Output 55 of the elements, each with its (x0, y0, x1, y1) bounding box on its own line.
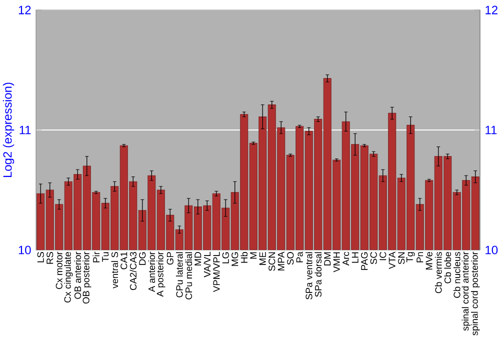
x-tick-label: MG (232, 252, 238, 266)
x-tick-label: MD (194, 252, 202, 266)
x-tick-label: IC (380, 252, 386, 260)
y-tick-label: 12 (18, 6, 31, 14)
x-tick-label: Tu (102, 252, 109, 262)
x-tick-label: Cb nucleus (453, 252, 460, 298)
y-tick-label: 10 (18, 246, 31, 254)
x-tick-label: DM (324, 252, 331, 266)
x-tick-label: CPu medial (185, 252, 192, 300)
x-tick-label: Arc (342, 252, 350, 266)
x-tick-label: VMH (333, 252, 340, 272)
x-tick-label: DG (139, 252, 146, 265)
x-tick-label: CA2/CA3 (130, 252, 137, 290)
x-tick-label: MPA (278, 252, 284, 270)
x-tick-label: Cb lobe (444, 252, 452, 284)
x-tick-label: Cb vermis (434, 252, 442, 294)
x-tick-label: LG (222, 252, 229, 264)
x-tick-label: SCN (268, 252, 276, 271)
y-tick-label: 11 (20, 126, 31, 134)
x-tick-label: SN (398, 252, 405, 264)
y2-tick-label: 11 (486, 126, 497, 134)
x-tick-label: VPM/VPL (212, 252, 220, 292)
x-tick-label: Hb (240, 252, 248, 263)
x-tick-label: MVe (426, 252, 432, 270)
x-tick-label: Tg (406, 252, 415, 262)
x-tick-label: SPa dorsal (314, 252, 322, 297)
x-tick-label: GP (166, 252, 174, 265)
x-tick-label: VA/VL (204, 252, 211, 278)
x-tick-label: spinal cord anterior (462, 252, 470, 331)
x-tick-label: SPa ventral (305, 252, 312, 300)
x-tick-label: ventral S (111, 252, 118, 288)
x-tick-label: SO (287, 252, 294, 265)
y2-tick-label: 12 (486, 6, 498, 14)
x-tick-label: PAG (361, 252, 368, 270)
x-tick-label: CPu lateral (176, 252, 183, 298)
x-tick-label: VTA (388, 252, 396, 270)
x-tick-label: A anterior (148, 252, 156, 292)
x-tick-label: Cx cingulate (64, 252, 73, 302)
x-tick-label: spinal cord posterior (471, 252, 480, 336)
x-tick-label: LS (37, 252, 44, 262)
x-tick-label: Pa (296, 252, 303, 262)
x-tick-label: Pn (416, 252, 424, 262)
y-axis-title: Log2 (expression) (2, 82, 14, 178)
x-tick-label: OB posterior (82, 252, 92, 304)
x-tick-label: Pir (92, 252, 100, 262)
x-tick-label: LH (352, 252, 358, 263)
x-tick-label: Cx motor (56, 252, 62, 289)
x-tick-label: M (250, 252, 257, 259)
x-tick-label: OB anterior (74, 252, 82, 299)
x-tick-label: A posterior (156, 252, 166, 297)
x-tick-label: CA1 (120, 252, 128, 270)
x-tick-label: SC (370, 252, 377, 264)
y2-tick-label: 10 (486, 246, 498, 254)
x-tick-label: ME (259, 252, 266, 265)
x-tick-label: RS (46, 252, 54, 264)
